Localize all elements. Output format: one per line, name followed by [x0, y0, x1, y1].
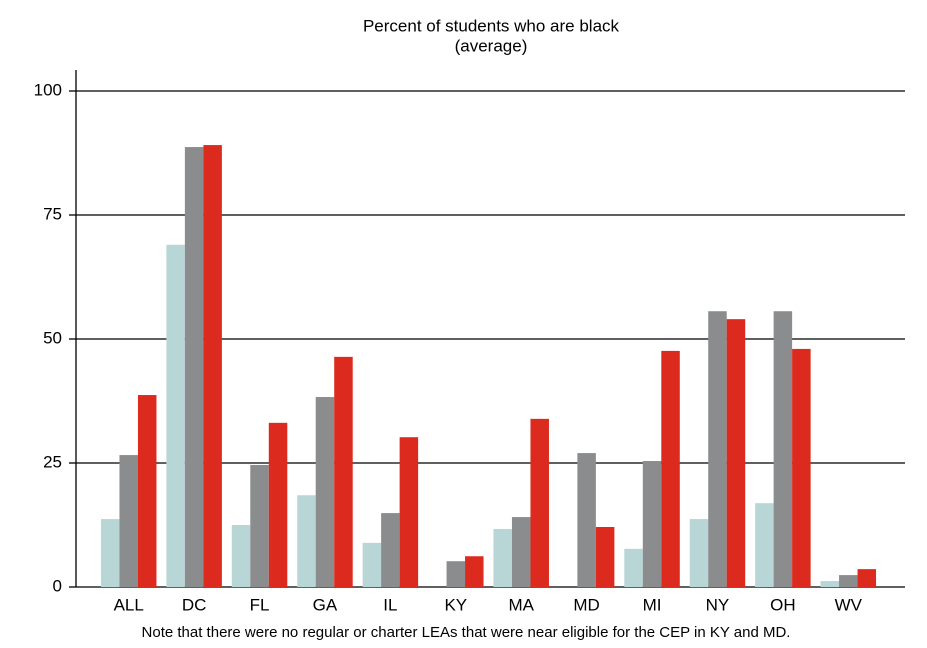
bar [792, 348, 811, 587]
y-tick-label: 100 [34, 80, 62, 99]
x-tick-label: ALL [114, 595, 144, 614]
bar [755, 503, 774, 587]
bar [511, 517, 531, 587]
bar [381, 513, 400, 587]
bar [708, 311, 727, 587]
bar [773, 311, 793, 587]
bar [642, 461, 662, 587]
x-tick-label: GA [313, 595, 338, 614]
x-tick-label: WV [835, 595, 863, 614]
bar [100, 519, 120, 587]
bar [820, 581, 840, 587]
bar [184, 147, 204, 587]
x-tick-label: KY [444, 595, 467, 614]
y-tick-label: 75 [43, 204, 62, 223]
bar [119, 455, 138, 587]
x-tick-label: DC [182, 595, 207, 614]
bar [857, 569, 877, 587]
bar [399, 437, 419, 587]
bar [493, 528, 512, 587]
chart-subtitle: (average) [455, 36, 528, 55]
bar [362, 542, 382, 587]
y-tick-label: 50 [43, 328, 62, 347]
bar [231, 525, 251, 587]
bar [577, 453, 596, 587]
x-tick-label: OH [770, 595, 796, 614]
y-tick-label: 25 [43, 452, 62, 471]
x-tick-label: MA [508, 595, 534, 614]
x-tick-label: IL [383, 595, 397, 614]
x-tick-label: MI [643, 595, 662, 614]
bar [839, 575, 858, 587]
bar [137, 395, 157, 587]
x-tick-label: NY [706, 595, 730, 614]
bar [250, 464, 269, 587]
bar [334, 356, 353, 587]
x-tick-label: FL [250, 595, 270, 614]
bar [297, 495, 316, 587]
y-tick-label: 0 [53, 576, 62, 595]
bar [315, 397, 335, 587]
bar [689, 519, 709, 587]
bar [166, 244, 185, 587]
bar [530, 418, 549, 587]
bar [661, 350, 680, 587]
chart-title: Percent of students who are black [363, 16, 620, 35]
bar [726, 319, 746, 587]
bar [446, 561, 466, 587]
bar [624, 548, 643, 587]
bar [268, 422, 288, 587]
bar [203, 145, 222, 587]
chart-note: Note that there were no regular or chart… [142, 624, 791, 641]
bar [595, 526, 615, 587]
bar [465, 556, 484, 587]
x-tick-label: MD [573, 595, 599, 614]
